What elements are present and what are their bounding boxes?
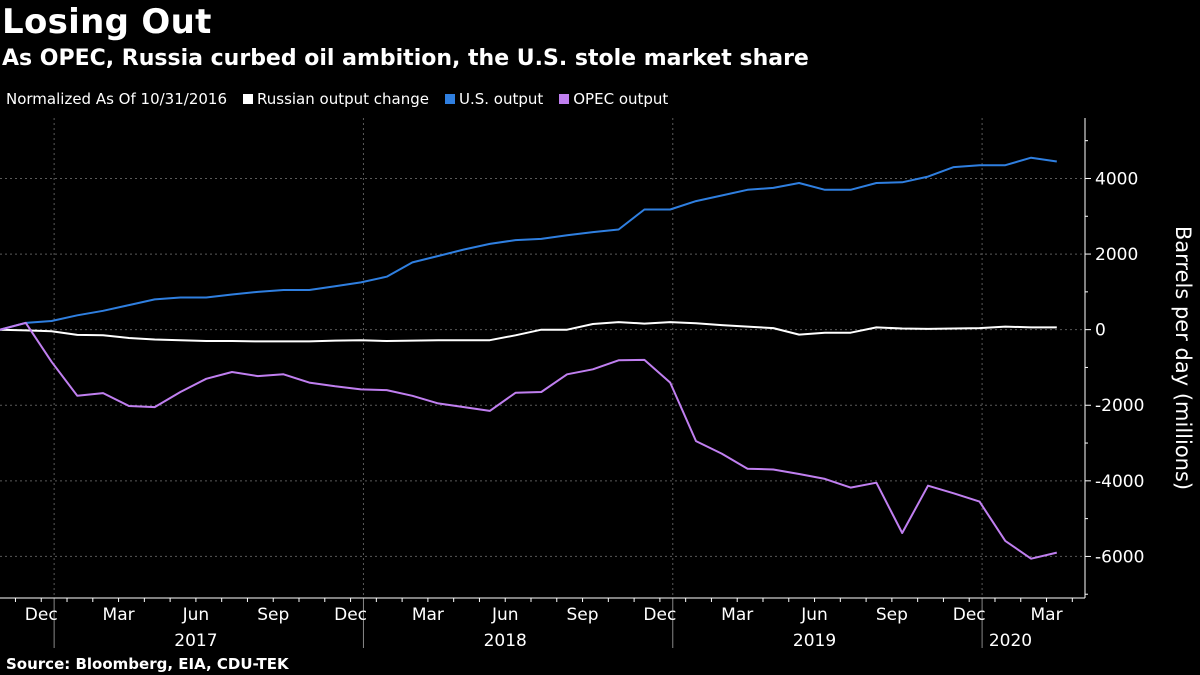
legend-label-opec: OPEC output [573,90,669,108]
legend-label-us: U.S. output [458,90,544,108]
source-note: Source: Bloomberg, EIA, CDU-TEK [6,655,289,673]
x-tick-label: Mar [721,605,753,625]
us-output-line [0,156,1057,331]
legend-note: Normalized As Of 10/31/2016 [6,90,227,108]
axes [0,118,1086,648]
y-tick-label: -2000 [1095,396,1144,416]
legend: Normalized As Of 10/31/2016 Russian outp… [6,90,684,108]
chart-subtitle: As OPEC, Russia curbed oil ambition, the… [2,46,809,71]
x-tick-label: Sep [567,605,599,625]
x-tick-label: Dec [25,605,58,625]
x-tick-label: Mar [103,605,135,625]
x-year-label: 2020 [989,631,1032,651]
legend-swatch-opec [559,94,570,104]
x-tick-label: Sep [257,605,289,625]
x-axis-ticks: Dec Mar Jun Sep Dec Mar Jun Sep Dec Mar Jun Sep Dec M… [14,598,1073,651]
x-year-label: 2019 [793,631,836,651]
x-tick-label: Jun [800,605,828,625]
x-tick-label: Dec [953,605,986,625]
legend-item-russia: Russian output change [243,90,429,108]
x-year-label: 2017 [174,631,217,651]
x-tick-label: Mar [412,605,444,625]
opec-output-line [0,321,1058,560]
x-tick-label: Jun [491,605,519,625]
y-axis-label: Barrels per day (millions) [1171,226,1195,490]
y-tick-label: -6000 [1095,547,1144,567]
gridlines [0,118,1085,598]
x-tick-label: Dec [643,605,676,625]
series-lines [0,156,1058,560]
legend-swatch-russia [243,94,253,104]
x-tick-label: Dec [334,605,367,625]
x-tick-label: Sep [876,605,908,625]
legend-swatch-us [444,94,455,104]
legend-label-russia: Russian output change [257,90,429,108]
x-tick-label: Mar [1030,605,1062,625]
y-tick-label: 0 [1095,321,1106,341]
chart-title: Losing Out [2,2,212,42]
y-tick-label: -4000 [1095,472,1144,492]
y-tick-label: 4000 [1095,169,1138,189]
legend-item-opec: OPEC output [559,90,668,108]
russian-output-line [0,321,1057,343]
y-tick-label: 2000 [1095,245,1138,265]
x-tick-label: Jun [182,605,210,625]
legend-item-us: U.S. output [444,90,544,108]
y-axis-ticks: 4000 2000 0 -2000 -4000 -6000 [1085,140,1144,595]
x-year-label: 2018 [484,631,527,651]
